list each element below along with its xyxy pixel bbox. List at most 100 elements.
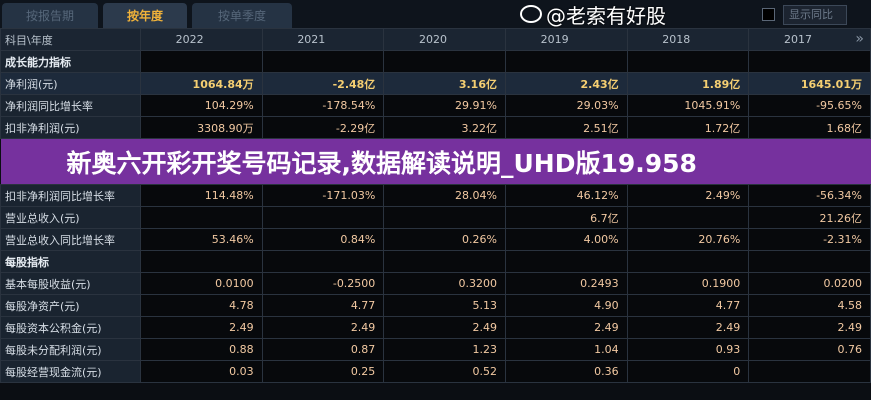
value-cell: 4.77 <box>626 294 750 317</box>
value-cell: 2.49 <box>261 316 385 339</box>
double-chevron-right-icon[interactable]: » <box>855 31 864 47</box>
show-yoy-button[interactable]: 显示同比 <box>783 5 847 25</box>
row-label: 每股资本公积金(元) <box>0 316 141 339</box>
value-cell: 2.51亿 <box>504 116 628 139</box>
value-cell <box>748 250 871 273</box>
value-cell: 0.93 <box>626 338 750 361</box>
table-row: 营业总收入同比增长率 53.46% 0.84% 0.26% 4.00% 20.76% -2.… <box>0 228 871 251</box>
value-cell: 0.3200 <box>383 272 506 295</box>
row-label: 净利润同比增长率 <box>0 94 141 117</box>
value-cell: 2.49 <box>748 316 871 339</box>
tab-by-report-period[interactable]: 按报告期 <box>2 3 98 28</box>
value-cell: 4.77 <box>261 294 385 317</box>
value-cell: 2.49 <box>383 316 506 339</box>
value-cell: 0.0100 <box>140 272 263 295</box>
table-row: 营业总收入(元) 6.7亿 21.26亿 <box>0 206 871 229</box>
value-cell: 6.7亿 <box>504 206 628 229</box>
watermark-text: @老索有好股 <box>546 3 666 28</box>
year-header[interactable]: 2017 » <box>748 28 871 51</box>
row-label: 基本每股收益(元) <box>0 272 141 295</box>
value-cell: 20.76% <box>626 228 750 251</box>
value-cell: -2.48亿 <box>261 72 385 95</box>
value-cell: 1645.01万 <box>748 72 871 95</box>
watermark: @老索有好股 <box>520 3 666 28</box>
value-cell <box>140 50 263 73</box>
value-cell: 2.49% <box>626 184 750 207</box>
value-cell <box>261 206 385 229</box>
year-header-text: 2021 <box>297 33 326 46</box>
value-cell: 0.87 <box>261 338 385 361</box>
value-cell: 4.58 <box>748 294 871 317</box>
header-label: 科目\年度 <box>0 28 141 51</box>
table-row: 净利润同比增长率 104.29% -178.54% 29.91% 29.03% 1045.… <box>0 94 871 117</box>
banner-row: 新奥六开彩开奖号码记录,数据解读说明_UHD版19.958 <box>0 138 871 185</box>
value-cell: 2.49 <box>626 316 750 339</box>
value-cell: 0.1900 <box>626 272 750 295</box>
value-cell: 0.84% <box>261 228 385 251</box>
value-cell: 0.88 <box>140 338 263 361</box>
value-cell: -2.31% <box>748 228 871 251</box>
year-header[interactable]: 2019 <box>504 28 628 51</box>
year-header-text: 2020 <box>418 33 447 46</box>
value-cell: 46.12% <box>504 184 628 207</box>
year-header[interactable]: 2021 <box>261 28 385 51</box>
value-cell: 0.25 <box>261 360 385 383</box>
year-header-text: 2018 <box>662 33 691 46</box>
table-row: 基本每股收益(元) 0.0100 -0.2500 0.3200 0.2493 0.1900… <box>0 272 871 295</box>
value-cell: 1.89亿 <box>626 72 750 95</box>
value-cell <box>504 250 628 273</box>
table-row: 扣非净利润同比增长率 114.48% -171.03% 28.04% 46.12% 2.4… <box>0 184 871 207</box>
year-header-text: 2019 <box>540 33 569 46</box>
financial-table: 科目\年度 2022 2021 2020 2019 2018 2017 » 成长能力指标 净利润(… <box>0 28 871 383</box>
value-cell: 5.13 <box>383 294 506 317</box>
value-cell: 1.68亿 <box>748 116 871 139</box>
value-cell: 3.16亿 <box>383 72 506 95</box>
value-cell: 1.04 <box>504 338 628 361</box>
value-cell: 1.23 <box>383 338 506 361</box>
value-cell <box>748 50 871 73</box>
row-label: 营业总收入同比增长率 <box>0 228 141 251</box>
value-cell: 0.52 <box>383 360 506 383</box>
row-label: 每股未分配利润(元) <box>0 338 141 361</box>
year-header-text: 2017 <box>784 33 812 46</box>
value-cell: 0.36 <box>504 360 628 383</box>
value-cell <box>261 50 385 73</box>
table-row: 每股指标 <box>0 250 871 273</box>
show-yoy-checkbox[interactable] <box>762 8 775 21</box>
table-row: 每股未分配利润(元) 0.88 0.87 1.23 1.04 0.93 0.76 <box>0 338 871 361</box>
value-cell: 1045.91% <box>626 94 750 117</box>
value-cell: 1064.84万 <box>140 72 263 95</box>
value-cell <box>626 50 750 73</box>
value-cell: 28.04% <box>383 184 506 207</box>
value-cell: 0.26% <box>383 228 506 251</box>
tab-by-quarter[interactable]: 按单季度 <box>192 3 292 28</box>
value-cell: -171.03% <box>261 184 385 207</box>
value-cell: 21.26亿 <box>748 206 871 229</box>
value-cell: -95.65% <box>748 94 871 117</box>
value-cell <box>626 206 750 229</box>
year-header[interactable]: 2018 <box>626 28 750 51</box>
value-cell: 2.49 <box>504 316 628 339</box>
row-label: 扣非净利润(元) <box>0 116 141 139</box>
table-row: 净利润(元) 1064.84万 -2.48亿 3.16亿 2.43亿 1.89亿 1645.… <box>0 72 871 95</box>
year-header-text: 2022 <box>175 33 204 46</box>
row-label: 营业总收入(元) <box>0 206 141 229</box>
value-cell: -2.29亿 <box>261 116 385 139</box>
value-cell <box>140 250 263 273</box>
row-label: 每股指标 <box>0 250 141 273</box>
year-header[interactable]: 2022 <box>140 28 263 51</box>
value-cell: 3308.90万 <box>140 116 263 139</box>
value-cell <box>383 250 506 273</box>
year-header[interactable]: 2020 <box>383 28 506 51</box>
weibo-icon <box>520 5 542 23</box>
value-cell <box>626 250 750 273</box>
table-row: 成长能力指标 <box>0 50 871 73</box>
table-row: 每股经营现金流(元) 0.03 0.25 0.52 0.36 0 <box>0 360 871 383</box>
tab-by-year[interactable]: 按年度 <box>103 3 187 28</box>
value-cell <box>504 50 628 73</box>
value-cell <box>140 206 263 229</box>
row-label: 净利润(元) <box>0 72 141 95</box>
table-row: 扣非净利润(元) 3308.90万 -2.29亿 3.22亿 2.51亿 1.72亿 1.6… <box>0 116 871 139</box>
value-cell: -56.34% <box>748 184 871 207</box>
value-cell: 0.0200 <box>748 272 871 295</box>
